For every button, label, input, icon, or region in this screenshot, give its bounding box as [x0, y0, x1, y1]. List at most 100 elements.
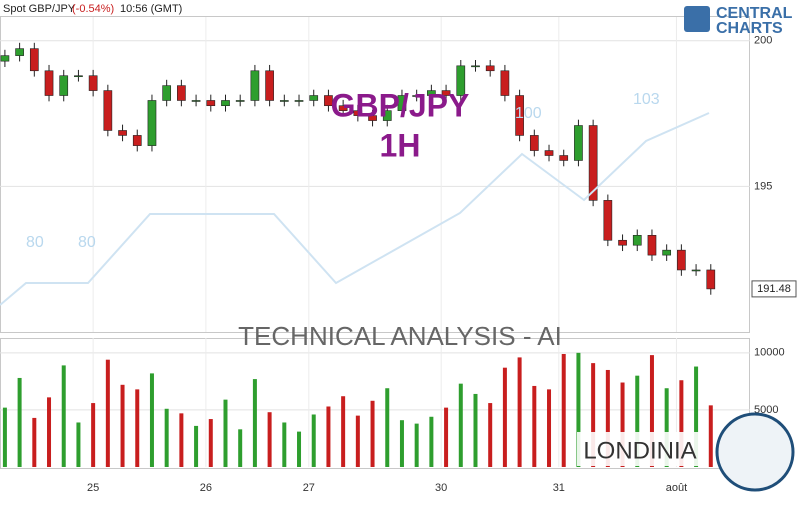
y-tick-label: 200	[754, 35, 772, 47]
volume-bar	[576, 352, 581, 467]
volume-bar	[91, 403, 96, 467]
candle-body	[235, 100, 245, 102]
volume-panel	[0, 338, 750, 469]
volume-bar	[311, 414, 316, 467]
volume-bar	[488, 403, 493, 467]
volume-bar	[208, 419, 213, 467]
volume-bar	[502, 367, 507, 467]
candle-body	[515, 95, 524, 136]
volume-bar	[326, 406, 331, 467]
candle-body	[632, 235, 642, 246]
volume-bar	[620, 382, 625, 467]
volume-bar	[473, 393, 478, 467]
change: (-0.54%)	[72, 3, 114, 15]
volume-bar	[252, 379, 257, 467]
candle-body	[485, 65, 495, 72]
y-tick-label: 195	[754, 180, 772, 192]
candle-body	[574, 125, 583, 161]
candle-body	[279, 100, 289, 102]
x-tick-label: août	[666, 482, 687, 494]
volume-bar	[76, 422, 81, 467]
volume-bar	[708, 405, 713, 467]
volume-bar	[414, 423, 419, 467]
candle-body	[706, 269, 716, 290]
volume-bar	[591, 363, 596, 467]
volume-bar	[120, 384, 125, 467]
candle-body	[397, 95, 407, 111]
symbol: Spot GBP/JPY	[3, 3, 76, 15]
volume-bar	[149, 373, 154, 467]
last-price: 191.48	[757, 283, 791, 295]
y-tick-label: 5000	[754, 404, 778, 416]
candle-body	[441, 90, 451, 96]
candle-body	[88, 75, 98, 91]
candle-body	[29, 48, 39, 72]
volume-bar	[2, 407, 7, 467]
brand-icon	[684, 6, 710, 32]
candle-body	[338, 105, 348, 111]
candle-body	[177, 85, 186, 101]
candle-body	[132, 135, 142, 146]
candle-body	[74, 75, 83, 78]
candle-body	[382, 110, 392, 121]
volume-bar	[61, 365, 66, 467]
volume-bar	[444, 407, 449, 467]
candle-body	[368, 115, 377, 121]
volume-bar	[105, 359, 110, 467]
watermark: GBP/JPY 1H TECHNICAL ANALYSIS - AI 80 80…	[0, 87, 795, 492]
volume-bar	[635, 375, 640, 467]
candle-body	[456, 65, 466, 96]
ai-label: 80	[26, 234, 44, 251]
watermark-company: LONDINIA	[583, 437, 696, 464]
candle-body	[265, 70, 274, 101]
volume-bar	[297, 431, 302, 467]
volume-bar	[17, 377, 22, 467]
candle-body	[618, 239, 627, 246]
volume-bar	[223, 399, 228, 467]
candle-body	[471, 65, 480, 68]
volume-bar	[32, 417, 37, 467]
candle-body	[118, 130, 127, 136]
candle-body	[588, 125, 598, 201]
volume-bar	[694, 366, 699, 467]
candle-body	[559, 155, 569, 161]
volume-bar	[664, 388, 669, 467]
ai-label: 103	[633, 91, 660, 108]
volume-bar	[385, 388, 390, 467]
ai-label: 100	[515, 105, 542, 122]
volume-bar	[532, 385, 537, 467]
volume-bar	[399, 420, 404, 467]
candle-body	[412, 95, 422, 97]
candle-body	[44, 70, 54, 96]
candle-body	[427, 90, 436, 96]
volume-bar	[135, 389, 140, 467]
volume-bar	[164, 408, 169, 467]
avatar	[715, 412, 795, 492]
candle-body	[647, 235, 657, 256]
candle-body	[544, 150, 554, 156]
watermark-timeframe: 1H	[380, 127, 421, 163]
candle-body	[162, 85, 172, 101]
ai-label: 80	[78, 234, 96, 251]
last-price-box	[751, 280, 797, 298]
candle-body	[324, 95, 333, 107]
candle-body	[603, 200, 613, 241]
volume-bar	[267, 412, 272, 467]
candle-body	[59, 75, 69, 96]
candle-body	[529, 135, 539, 151]
volume-bar	[547, 389, 552, 467]
candle-body	[691, 269, 701, 272]
candle-body	[221, 100, 230, 107]
volume-bar	[47, 397, 52, 467]
x-tick-label: 26	[200, 482, 212, 494]
volume-bar	[458, 383, 463, 467]
x-tick-label: 27	[303, 482, 315, 494]
volume-bar	[561, 353, 566, 467]
candle-body	[250, 70, 260, 101]
candle-body	[294, 100, 304, 102]
brand: CHARTS	[716, 20, 783, 37]
volume-bar	[238, 429, 243, 467]
volume-bar	[282, 422, 287, 467]
candle-body	[15, 48, 24, 56]
